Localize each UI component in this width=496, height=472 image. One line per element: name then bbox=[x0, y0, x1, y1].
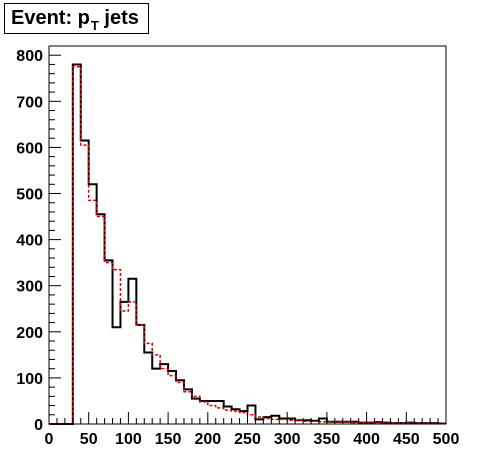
y-tick-label: 200 bbox=[16, 325, 43, 342]
y-tick-label: 400 bbox=[16, 233, 43, 250]
series-layer bbox=[49, 63, 446, 425]
y-tick-label: 800 bbox=[16, 48, 43, 65]
y-tick-label: 500 bbox=[16, 187, 43, 204]
x-tick-label: 500 bbox=[433, 431, 460, 448]
x-tick-label: 250 bbox=[234, 431, 261, 448]
title-suffix: jets bbox=[98, 7, 139, 29]
x-tick-label: 50 bbox=[80, 431, 98, 448]
x-tick-label: 100 bbox=[115, 431, 142, 448]
axis-ticks bbox=[48, 45, 447, 425]
y-tick-label: 600 bbox=[16, 140, 43, 157]
series-1-dashed bbox=[49, 65, 446, 425]
axis-tick-labels: 0 50 100 150 200 250 300 350 400 450 500 0 100 200 300… bbox=[16, 48, 459, 448]
y-tick-label: 0 bbox=[34, 417, 43, 434]
chart-title: Event: pT jets bbox=[4, 3, 149, 34]
plot-frame bbox=[48, 45, 447, 425]
y-tick-label: 100 bbox=[16, 371, 43, 388]
y-tick-label: 300 bbox=[16, 279, 43, 296]
title-main: Event: p bbox=[11, 7, 90, 29]
y-tick-label: 700 bbox=[16, 94, 43, 111]
x-tick-label: 200 bbox=[194, 431, 221, 448]
x-tick-label: 400 bbox=[353, 431, 380, 448]
x-tick-label: 450 bbox=[393, 431, 420, 448]
x-tick-label: 350 bbox=[314, 431, 341, 448]
series-0-solid bbox=[49, 63, 446, 425]
x-tick-label: 150 bbox=[155, 431, 182, 448]
x-tick-label: 300 bbox=[274, 431, 301, 448]
title-subscript: T bbox=[90, 18, 99, 33]
x-tick-label: 0 bbox=[45, 431, 54, 448]
